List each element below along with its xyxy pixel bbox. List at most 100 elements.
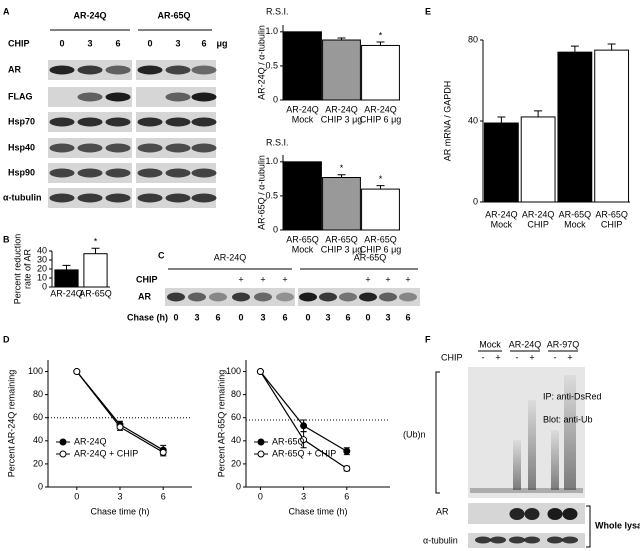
x-tick-label: AR-24Q — [485, 209, 518, 219]
blot-row-label: FLAG — [8, 91, 33, 101]
bar — [322, 177, 361, 231]
blot-row-label: Hsp70 — [8, 116, 35, 126]
smear — [551, 430, 559, 490]
lane-label: 6 — [215, 312, 220, 322]
blot-band — [191, 143, 217, 153]
y-tick-label: 10 — [37, 272, 47, 282]
lane-label: + — [365, 274, 370, 284]
x-tick-label: AR-24Q — [522, 209, 555, 219]
x-tick-label: CHIP — [601, 219, 623, 229]
blot-band — [137, 117, 163, 127]
error-bar — [376, 41, 385, 46]
lysate-bracket — [586, 505, 591, 548]
y-tick-label: 60 — [231, 412, 241, 422]
lane-label: 3 — [194, 312, 199, 322]
x-tick-label: AR-65Q — [595, 209, 628, 219]
y-tick-label: 100 — [28, 366, 43, 376]
blot-band — [490, 536, 506, 544]
y-axis-label: AR mRNA / GAPDH — [442, 81, 452, 162]
bar — [283, 161, 322, 231]
blot-band — [137, 65, 163, 75]
blot-band — [165, 168, 191, 178]
x-tick-label: AR-24Q — [50, 288, 83, 298]
error-bar — [607, 43, 616, 51]
x-tick-label: CHIP 6 μg — [360, 114, 402, 124]
blot-band — [105, 143, 131, 153]
blot-group: AR-24Q — [214, 252, 247, 262]
y-tick-label: 60 — [33, 412, 43, 422]
lane-label: + — [495, 352, 500, 362]
lane-label: 6 — [201, 38, 206, 48]
x-tick-label: Mock — [292, 244, 314, 254]
y-axis-label: Percent reduction — [12, 234, 22, 305]
y-tick-label: 0 — [236, 481, 241, 491]
x-tick-label: AR-24Q — [364, 104, 397, 114]
error-bar — [62, 264, 71, 270]
bar — [520, 116, 556, 203]
lane-label: 0 — [59, 38, 64, 48]
blot-band — [209, 292, 227, 302]
error-bar — [91, 247, 100, 254]
bracket-label: Whole lysate — [595, 520, 640, 530]
smear — [528, 400, 536, 490]
blot-band — [379, 292, 397, 302]
x-tick-label: CHIP 6 μg — [360, 244, 402, 254]
x-tick-label: AR-65Q — [364, 234, 397, 244]
y-tick-label: 100 — [226, 366, 241, 376]
blot-band — [49, 117, 75, 127]
blot-band — [509, 508, 525, 520]
y-tick-label: 80 — [231, 389, 241, 399]
blot-group: AR-24Q — [73, 10, 106, 20]
lane-label: 0 — [173, 312, 178, 322]
blot-row-label: AR — [436, 506, 449, 516]
blot-note: Blot: anti-Ub — [543, 414, 593, 424]
y-tick-label: 1.0 — [265, 26, 278, 36]
bar — [361, 188, 400, 231]
blot-band — [77, 193, 103, 203]
blot-row-label: Hsp40 — [8, 142, 35, 152]
legend-marker — [59, 450, 67, 458]
blot-band — [399, 292, 417, 302]
blot-condition: CHIP — [136, 274, 158, 284]
blot-band — [105, 193, 131, 203]
blot-band — [77, 117, 103, 127]
panel-letter: D — [3, 334, 10, 344]
panel-letter: B — [3, 234, 10, 244]
x-tick-label: 0 — [74, 491, 79, 501]
marker — [256, 368, 264, 376]
legend-label: AR-65Q + CHIP — [272, 448, 336, 458]
blot-band — [475, 536, 491, 544]
blot-band — [470, 488, 583, 493]
blot-band — [49, 65, 75, 75]
legend-label: AR-24Q — [74, 436, 107, 446]
lane-label: + — [405, 274, 410, 284]
blot-band — [509, 536, 525, 544]
lane-label: + — [567, 352, 572, 362]
blot-band — [276, 292, 294, 302]
ub-bracket — [435, 371, 440, 494]
lane-label: + — [260, 274, 265, 284]
legend-marker — [257, 438, 265, 446]
blot-band — [165, 92, 191, 102]
blot-band — [188, 292, 206, 302]
y-tick-label: 20 — [33, 458, 43, 468]
y-axis-label: AR-24Q / α-tubulin — [256, 25, 266, 100]
blot-band — [77, 92, 103, 102]
y-tick-label: 80 — [468, 34, 478, 44]
y-tick-label: 0 — [273, 224, 278, 234]
panel-letter: F — [425, 334, 431, 344]
x-tick-label: AR-65Q — [325, 234, 358, 244]
y-axis-label: AR-65Q / α-tubulin — [256, 155, 266, 230]
blot-row-label: Hsp90 — [8, 167, 35, 177]
annotation: * — [340, 163, 344, 173]
blot-group: Mock — [479, 339, 501, 349]
x-tick-label: CHIP 3 μg — [321, 244, 363, 254]
error-bar — [497, 116, 506, 124]
y-tick-label: 40 — [468, 115, 478, 125]
panel-letter: C — [158, 250, 165, 260]
x-tick-label: Mock — [564, 219, 586, 229]
y-tick-label: 1.0 — [265, 156, 278, 166]
y-tick-label: 40 — [37, 245, 47, 255]
lane-label: 0 — [365, 312, 370, 322]
lane-label: 3 — [385, 312, 390, 322]
